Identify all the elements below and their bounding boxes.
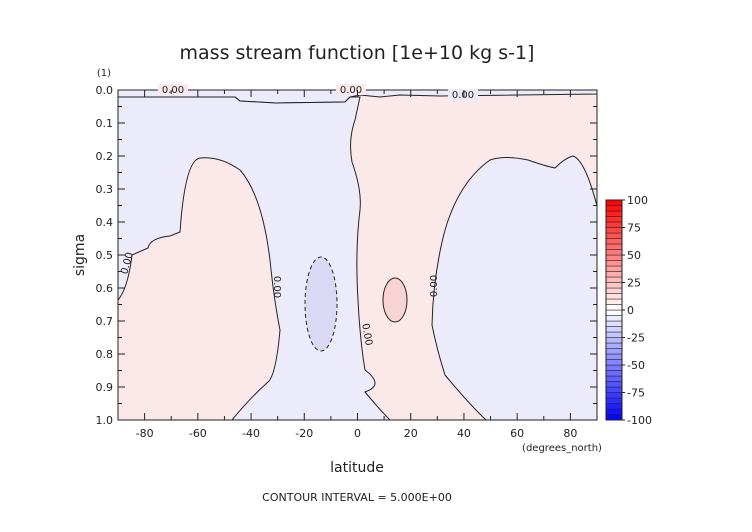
y-tick-label: 0.2 [96, 150, 114, 163]
colorbar-swatch [605, 370, 623, 377]
y-tick-label: 0.7 [96, 315, 114, 328]
y-axis-units: (1) [97, 68, 111, 79]
x-axis-label: latitude [330, 460, 384, 476]
y-tick-label: 0.9 [96, 381, 114, 394]
contour-label: 0.00 [162, 85, 184, 96]
colorbar-swatch [605, 331, 623, 338]
colorbar-swatch [605, 249, 623, 256]
colorbar-swatch [605, 205, 623, 212]
x-tick-label: 40 [457, 427, 471, 440]
x-tick-label: 80 [563, 427, 577, 440]
chart-title: mass stream function [1e+10 kg s-1] [180, 42, 535, 64]
colorbar-swatch [605, 386, 623, 393]
colorbar-swatch [605, 414, 623, 421]
colorbar-swatch [605, 276, 623, 283]
y-tick-label: 0.3 [96, 183, 114, 196]
colorbar-label: -100 [627, 414, 652, 427]
colorbar-swatch [605, 298, 623, 305]
x-tick-label: -80 [136, 427, 154, 440]
colorbar-swatch [605, 315, 623, 322]
plot-area [118, 90, 597, 420]
y-tick-label: 0.1 [96, 117, 114, 130]
colorbar-swatch [605, 342, 623, 349]
colorbar-swatch [605, 232, 623, 239]
y-tick-label: 0.6 [96, 282, 114, 295]
x-tick-label: -60 [189, 427, 207, 440]
colorbar-swatch [605, 408, 623, 415]
colorbar-label: 100 [627, 194, 648, 207]
colorbar-label: 50 [627, 249, 641, 262]
colorbar-label: 0 [627, 304, 634, 317]
x-tick-label: 0 [354, 427, 361, 440]
y-tick-label: 0.5 [96, 249, 114, 262]
colorbar-label: -25 [627, 332, 645, 345]
colorbar-swatch [605, 359, 623, 366]
colorbar-swatch [605, 227, 623, 234]
colorbar-swatch [605, 260, 623, 267]
x-tick-label: 60 [510, 427, 524, 440]
contour-label: 0.00 [340, 85, 362, 96]
x-tick-label: 20 [404, 427, 418, 440]
colorbar-swatch [605, 381, 623, 388]
colorbar-swatch [605, 397, 623, 404]
colorbar-swatch [605, 221, 623, 228]
positive-cell-contour [382, 277, 408, 323]
x-tick-label: -20 [295, 427, 313, 440]
colorbar-swatch [605, 287, 623, 294]
colorbar: 100 75 50 25 0 -25 -50 -75 -100 [605, 194, 652, 427]
y-tick-label: 1.0 [96, 414, 114, 427]
colorbar-swatch [605, 199, 623, 206]
colorbar-swatch [605, 254, 623, 261]
colorbar-swatch [605, 293, 623, 300]
colorbar-swatch [605, 320, 623, 327]
y-tick-label: 0.4 [96, 216, 114, 229]
colorbar-swatch [605, 337, 623, 344]
colorbar-swatch [605, 392, 623, 399]
colorbar-swatch [605, 265, 623, 272]
y-axis-label: sigma [72, 234, 88, 276]
y-tick-label: 0.8 [96, 348, 114, 361]
y-axis: 0.0 0.1 0.2 0.3 0.4 0.5 0.6 0.7 0.8 0.9 1.0 [96, 84, 597, 427]
colorbar-swatch [605, 326, 623, 333]
colorbar-label: -75 [627, 387, 645, 400]
x-tick-label: -40 [242, 427, 260, 440]
colorbar-label: 25 [627, 277, 641, 290]
contour-label: 0.00 [359, 323, 374, 347]
colorbar-swatch [605, 304, 623, 311]
colorbar-swatch [605, 353, 623, 360]
negative-cell-contour [304, 256, 338, 352]
contour-interval-note: CONTOUR INTERVAL = 5.000E+00 [262, 491, 452, 504]
colorbar-swatch [605, 375, 623, 382]
x-axis: -80 -60 -40 -20 0 20 40 60 80 [117, 90, 598, 440]
colorbar-swatch [605, 216, 623, 223]
colorbar-label: -50 [627, 359, 645, 372]
colorbar-label: 75 [627, 222, 641, 235]
x-axis-units: (degrees_north) [522, 443, 602, 454]
colorbar-swatch [605, 210, 623, 217]
colorbar-swatch [605, 348, 623, 355]
colorbar-swatch [605, 309, 623, 316]
contour-label: 0.00 [429, 275, 440, 297]
contour-label: 0.00 [452, 90, 474, 101]
negative-region-east [431, 155, 597, 420]
colorbar-swatch [605, 364, 623, 371]
colorbar-swatch [605, 282, 623, 289]
y-tick-label: 0.0 [96, 84, 114, 97]
colorbar-swatch [605, 271, 623, 278]
colorbar-swatch [605, 243, 623, 250]
contour-label: 0.00 [271, 276, 282, 298]
colorbar-swatch [605, 238, 623, 245]
colorbar-swatch [605, 403, 623, 410]
